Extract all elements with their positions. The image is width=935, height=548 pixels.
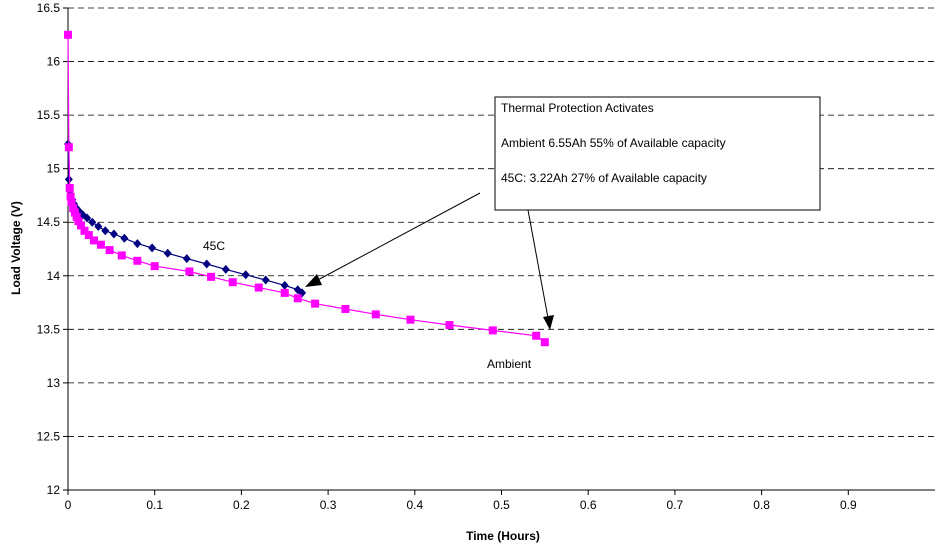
y-tick-label: 15.5 (37, 108, 61, 122)
data-point (406, 315, 415, 324)
data-point (540, 338, 549, 347)
annotation-line-3: 45C: 3.22Ah 27% of Available capacity (501, 171, 707, 185)
data-point (120, 233, 129, 243)
y-tick-label: 12 (47, 483, 61, 497)
x-tick-label: 0.5 (493, 498, 510, 512)
x-tick-label: 0.4 (406, 498, 423, 512)
y-tick-label: 12.5 (37, 429, 61, 443)
data-point (84, 231, 93, 240)
series-label-45c: 45C (203, 239, 225, 253)
data-point (311, 299, 320, 308)
y-tick-label: 15 (47, 162, 61, 176)
series (64, 30, 549, 347)
data-point (64, 174, 73, 184)
data-point (80, 226, 89, 235)
data-point (221, 264, 230, 274)
data-point (77, 221, 86, 230)
x-axis-title: Time (Hours) (466, 529, 540, 543)
data-point (83, 213, 92, 223)
annotation-line-1: Thermal Protection Activates (501, 101, 654, 115)
data-point (96, 240, 105, 249)
x-tick-label: 0.7 (667, 498, 684, 512)
data-point (185, 267, 194, 276)
data-point (445, 321, 454, 330)
data-point (94, 222, 103, 232)
x-tick-label: 0 (65, 498, 72, 512)
data-point (65, 183, 74, 192)
data-point (371, 310, 380, 319)
data-point (148, 243, 157, 253)
annotation-box (494, 96, 821, 211)
data-point (66, 192, 75, 201)
data-point (69, 204, 78, 213)
y-tick-label: 16 (47, 55, 61, 69)
data-point (182, 254, 191, 264)
y-tick-label: 13.5 (37, 322, 61, 336)
data-point (202, 259, 211, 269)
data-point (88, 217, 97, 227)
x-tick-label: 0.2 (233, 498, 250, 512)
series-label-ambient: Ambient (487, 357, 532, 371)
data-point (341, 304, 350, 313)
x-tick-label: 0.6 (580, 498, 597, 512)
data-point (105, 246, 114, 255)
data-point (293, 294, 302, 303)
data-point (150, 262, 159, 271)
annotation-line-2: Ambient 6.55Ah 55% of Available capacity (501, 136, 726, 150)
data-point (163, 248, 172, 258)
data-point (254, 283, 263, 292)
data-point (72, 212, 81, 221)
data-point (64, 143, 73, 152)
data-point (64, 30, 72, 39)
data-point (67, 197, 76, 206)
data-point (532, 331, 541, 340)
arrow-to-45c-end (305, 192, 481, 287)
series-line (67, 34, 546, 343)
y-tick-label: 14.5 (37, 215, 61, 229)
x-tick-label: 0.8 (753, 498, 770, 512)
y-tick-label: 14 (47, 269, 61, 283)
data-point (280, 280, 289, 290)
series-1 (64, 30, 549, 347)
x-tick-label: 0.3 (320, 498, 337, 512)
data-point (280, 288, 289, 297)
data-point (109, 229, 118, 239)
y-axis-title: Load Voltage (V) (9, 201, 23, 295)
axes (63, 7, 935, 495)
data-point (228, 278, 237, 287)
x-tick-label: 0.1 (146, 498, 163, 512)
series-0 (64, 139, 307, 298)
data-point (261, 275, 270, 285)
y-tick-label: 13 (47, 376, 61, 390)
x-tick-label: 0.9 (840, 498, 857, 512)
arrow-to-ambient-end (527, 209, 554, 330)
data-point (117, 251, 126, 260)
y-tick-label: 16.5 (37, 1, 61, 15)
y-tick-labels: 12 12.5 13 13.5 14 14.5 15 15.5 16 16.5 (37, 1, 61, 497)
data-point (101, 226, 110, 236)
data-point (70, 208, 79, 217)
x-tick-labels: 0 0.1 0.2 0.3 0.4 0.5 0.6 0.7 0.8 0.9 (65, 498, 857, 512)
data-point (207, 272, 216, 281)
data-point (488, 326, 497, 335)
data-point (241, 270, 250, 280)
data-point (74, 217, 83, 226)
data-point (133, 256, 142, 265)
annotations: Thermal Protection Activates Ambient 6.5… (203, 96, 821, 371)
data-point (90, 236, 99, 245)
data-point (133, 239, 142, 249)
gridlines (68, 7, 935, 437)
